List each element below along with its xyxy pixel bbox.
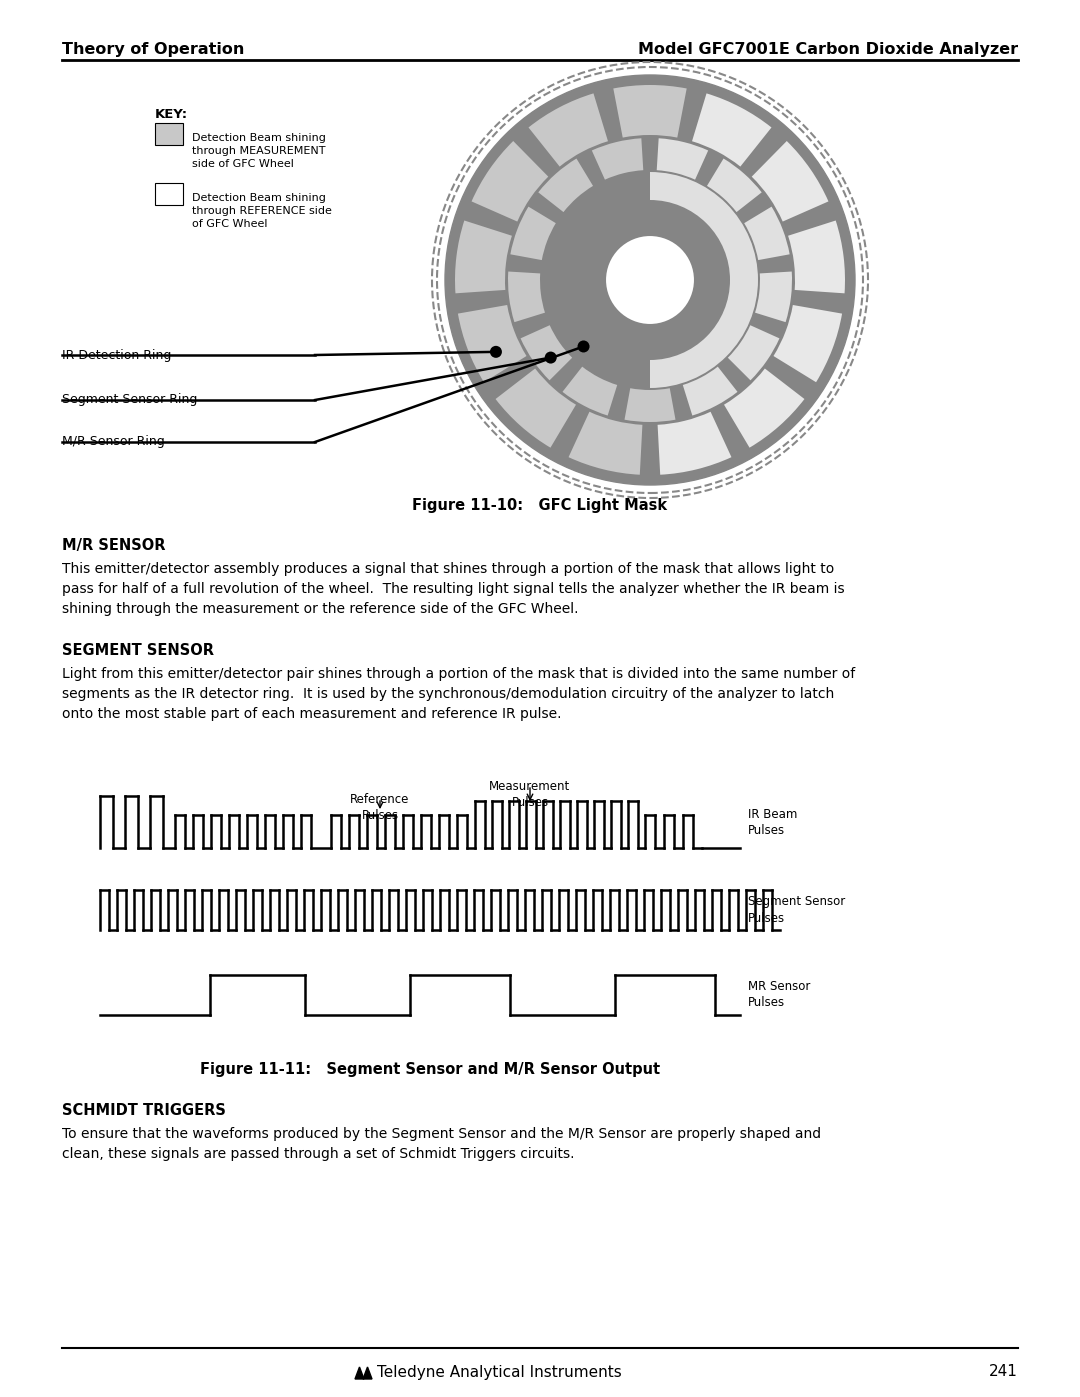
Wedge shape (538, 158, 593, 212)
Text: M/R SENSOR: M/R SENSOR (62, 538, 165, 553)
Text: Segment Sensor Ring: Segment Sensor Ring (62, 394, 198, 407)
Wedge shape (508, 271, 545, 323)
Wedge shape (592, 138, 644, 180)
Text: M/R Sensor Ring: M/R Sensor Ring (62, 436, 165, 448)
Wedge shape (744, 207, 789, 260)
Wedge shape (707, 158, 761, 212)
Text: Figure 11-10:   GFC Light Mask: Figure 11-10: GFC Light Mask (413, 497, 667, 513)
Text: 241: 241 (989, 1365, 1018, 1379)
Wedge shape (563, 366, 617, 415)
Wedge shape (496, 369, 576, 447)
Text: Teledyne Analytical Instruments: Teledyne Analytical Instruments (377, 1365, 622, 1379)
Wedge shape (728, 326, 780, 380)
Text: KEY:: KEY: (156, 108, 188, 122)
Polygon shape (363, 1368, 372, 1379)
Wedge shape (692, 94, 771, 166)
Text: SCHMIDT TRIGGERS: SCHMIDT TRIGGERS (62, 1104, 226, 1118)
Wedge shape (455, 221, 512, 293)
Wedge shape (650, 172, 758, 388)
Text: Reference
Pulses: Reference Pulses (350, 793, 409, 821)
Text: Figure 11-11:   Segment Sensor and M/R Sensor Output: Figure 11-11: Segment Sensor and M/R Sen… (200, 1062, 660, 1077)
Text: Detection Beam shining
through REFERENCE side
of GFC Wheel: Detection Beam shining through REFERENCE… (192, 193, 332, 229)
Wedge shape (752, 141, 828, 222)
Text: Theory of Operation: Theory of Operation (62, 42, 244, 57)
Circle shape (605, 235, 696, 326)
Wedge shape (724, 369, 805, 447)
Wedge shape (788, 221, 845, 293)
Text: Light from this emitter/detector pair shines through a portion of the mask that : Light from this emitter/detector pair sh… (62, 666, 855, 721)
Text: Detection Beam shining
through MEASUREMENT
side of GFC Wheel: Detection Beam shining through MEASUREME… (192, 133, 326, 169)
Circle shape (445, 75, 855, 485)
Wedge shape (458, 305, 527, 383)
Text: This emitter/detector assembly produces a signal that shines through a portion o: This emitter/detector assembly produces … (62, 562, 845, 616)
Wedge shape (657, 138, 708, 180)
Text: To ensure that the waveforms produced by the Segment Sensor and the M/R Sensor a: To ensure that the waveforms produced by… (62, 1127, 821, 1161)
Wedge shape (528, 94, 608, 166)
FancyBboxPatch shape (156, 183, 183, 205)
Wedge shape (658, 412, 731, 475)
Text: MR Sensor
Pulses: MR Sensor Pulses (748, 981, 810, 1010)
Wedge shape (773, 305, 842, 383)
Wedge shape (683, 366, 738, 415)
Text: IR Beam
Pulses: IR Beam Pulses (748, 807, 797, 837)
Text: Segment Sensor
Pulses: Segment Sensor Pulses (748, 895, 846, 925)
FancyBboxPatch shape (156, 123, 183, 145)
Text: IR Detection Ring: IR Detection Ring (62, 348, 172, 362)
Circle shape (578, 341, 590, 352)
Wedge shape (755, 271, 792, 323)
Wedge shape (568, 412, 643, 475)
Text: Model GFC7001E Carbon Dioxide Analyzer: Model GFC7001E Carbon Dioxide Analyzer (638, 42, 1018, 57)
Wedge shape (521, 326, 572, 380)
Wedge shape (624, 388, 675, 422)
Text: Measurement
Pulses: Measurement Pulses (489, 780, 570, 809)
Circle shape (544, 352, 556, 363)
Wedge shape (472, 141, 549, 222)
Wedge shape (613, 85, 687, 137)
Text: SEGMENT SENSOR: SEGMENT SENSOR (62, 643, 214, 658)
Circle shape (490, 346, 502, 358)
Polygon shape (355, 1368, 364, 1379)
Wedge shape (511, 207, 556, 260)
